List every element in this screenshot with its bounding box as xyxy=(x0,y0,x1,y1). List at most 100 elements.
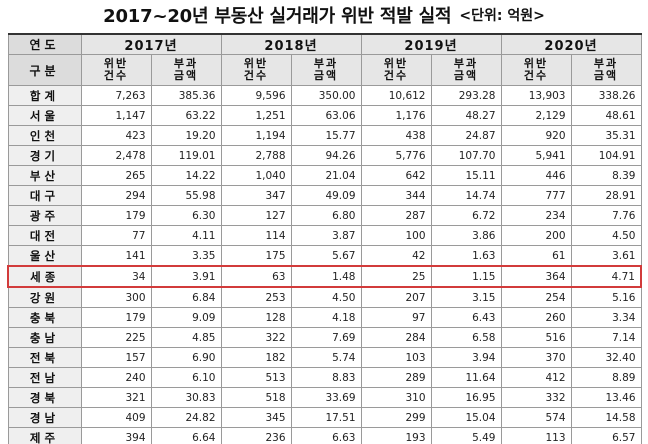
fine-amount-cell: 28.91 xyxy=(570,185,642,206)
fine-amount-cell: 11.64 xyxy=(430,367,502,388)
fine-amount-cell: 6.63 xyxy=(290,427,362,444)
fine-amount-cell: 3.61 xyxy=(570,245,642,267)
violation-count-cell: 446 xyxy=(500,165,572,186)
fine-amount-cell: 24.87 xyxy=(430,125,502,146)
fine-amount-cell: 338.26 xyxy=(570,85,642,106)
page-title: 2017~20년 부동산 실거래가 위반 적발 실적 xyxy=(103,6,452,27)
region-cell: 전남 xyxy=(7,367,82,388)
fine-amount-cell: 6.84 xyxy=(150,286,222,308)
fine-amount-cell: 293.28 xyxy=(430,85,502,106)
violation-count-cell: 412 xyxy=(500,367,572,388)
violation-count-cell: 13,903 xyxy=(500,85,572,106)
violation-count-cell: 777 xyxy=(500,185,572,206)
region-cell: 충남 xyxy=(7,327,82,348)
table-row: 대전 77 4.11 114 3.87 100 3.86 200 4.50 xyxy=(7,225,642,246)
fine-amount-cell: 104.91 xyxy=(570,145,642,166)
violation-count-cell: 207 xyxy=(360,286,432,308)
fine-amount-cell: 14.74 xyxy=(430,185,502,206)
violation-count-cell: 25 xyxy=(360,265,432,288)
table-row: 전남 240 6.10 513 8.83 289 11.64 412 8.89 xyxy=(7,367,642,388)
violation-count-cell: 513 xyxy=(220,367,292,388)
violation-count-cell: 113 xyxy=(500,427,572,444)
violation-count-cell: 284 xyxy=(360,327,432,348)
sub-header-row: 구분 위반 건수 부과 금액 위반 건수 부과 금액 위반 건수 부과 금액 위… xyxy=(7,54,642,86)
fine-amount-cell: 3.87 xyxy=(290,225,362,246)
fine-amount-cell: 7.14 xyxy=(570,327,642,348)
region-cell: 전북 xyxy=(7,347,82,368)
table-row: 제주 394 6.64 236 6.63 193 5.49 113 6.57 xyxy=(7,427,642,444)
fine-amount-cell: 1.63 xyxy=(430,245,502,267)
violation-count-cell: 289 xyxy=(360,367,432,388)
unit-label: <단위: 억원> xyxy=(459,8,545,24)
title-row: 2017~20년 부동산 실거래가 위반 적발 실적 <단위: 억원> xyxy=(0,0,648,30)
fine-amount-cell: 8.39 xyxy=(570,165,642,186)
violation-count-cell: 128 xyxy=(220,307,292,328)
fine-amount-cell: 19.20 xyxy=(150,125,222,146)
fine-amount-cell: 4.85 xyxy=(150,327,222,348)
region-cell: 대전 xyxy=(7,225,82,246)
violation-count-cell: 344 xyxy=(360,185,432,206)
violation-count-cell: 179 xyxy=(80,205,152,226)
table-body: 합계 7,263 385.36 9,596 350.00 10,612 293.28 13,9… xyxy=(7,85,642,444)
violation-count-cell: 193 xyxy=(360,427,432,444)
table-row: 세종 34 3.91 63 1.48 25 1.15 364 4.71 xyxy=(7,265,642,288)
fine-amount-cell: 94.26 xyxy=(290,145,362,166)
fine-amount-cell: 21.04 xyxy=(290,165,362,186)
violation-count-cell: 97 xyxy=(360,307,432,328)
violation-count-cell: 77 xyxy=(80,225,152,246)
fine-amount-cell: 3.35 xyxy=(150,245,222,267)
violation-count-cell: 200 xyxy=(500,225,572,246)
violation-count-cell: 127 xyxy=(220,205,292,226)
fine-amount-cell: 1.15 xyxy=(430,265,502,288)
table-row: 충남 225 4.85 322 7.69 284 6.58 516 7.14 xyxy=(7,327,642,348)
table-row: 경기 2,478 119.01 2,788 94.26 5,776 107.70 5,941 1… xyxy=(7,145,642,166)
fine-amount-cell: 6.64 xyxy=(150,427,222,444)
fine-amount-cell: 4.18 xyxy=(290,307,362,328)
region-cell: 강원 xyxy=(7,286,82,308)
violation-count-cell: 310 xyxy=(360,387,432,408)
violation-count-cell: 5,776 xyxy=(360,145,432,166)
violation-count-cell: 61 xyxy=(500,245,572,267)
violation-table: 연도 2017년 2018년 2019년 2020년 구분 위반 건수 부과 금… xyxy=(7,33,642,444)
violation-count-cell: 179 xyxy=(80,307,152,328)
violation-count-cell: 332 xyxy=(500,387,572,408)
fine-amount-cell: 6.43 xyxy=(430,307,502,328)
region-cell: 충북 xyxy=(7,307,82,328)
violation-count-cell: 370 xyxy=(500,347,572,368)
region-cell: 합계 xyxy=(7,85,82,106)
fine-amount-cell: 4.50 xyxy=(290,286,362,308)
fine-amount-cell: 15.77 xyxy=(290,125,362,146)
violation-count-cell: 423 xyxy=(80,125,152,146)
fine-header: 부과 금액 xyxy=(430,54,502,86)
fine-amount-cell: 8.89 xyxy=(570,367,642,388)
violation-count-cell: 322 xyxy=(220,327,292,348)
violation-count-cell: 2,788 xyxy=(220,145,292,166)
table-row: 강원 300 6.84 253 4.50 207 3.15 254 5.16 xyxy=(7,286,642,308)
fine-amount-cell: 48.61 xyxy=(570,105,642,126)
fine-header: 부과 금액 xyxy=(290,54,362,86)
fine-amount-cell: 5.16 xyxy=(570,286,642,308)
region-cell: 광주 xyxy=(7,205,82,226)
fine-amount-cell: 32.40 xyxy=(570,347,642,368)
fine-amount-cell: 9.09 xyxy=(150,307,222,328)
fine-amount-cell: 7.76 xyxy=(570,205,642,226)
fine-amount-cell: 3.94 xyxy=(430,347,502,368)
fine-amount-cell: 35.31 xyxy=(570,125,642,146)
violation-count-cell: 265 xyxy=(80,165,152,186)
violation-count-cell: 100 xyxy=(360,225,432,246)
year-header-2018: 2018년 xyxy=(220,33,362,55)
count-header: 위반 건수 xyxy=(80,54,152,86)
table-row: 경북 321 30.83 518 33.69 310 16.95 332 13.46 xyxy=(7,387,642,408)
violation-count-cell: 9,596 xyxy=(220,85,292,106)
violation-count-cell: 1,176 xyxy=(360,105,432,126)
violation-count-cell: 394 xyxy=(80,427,152,444)
fine-amount-cell: 3.91 xyxy=(150,265,222,288)
region-cell: 서울 xyxy=(7,105,82,126)
violation-count-cell: 260 xyxy=(500,307,572,328)
table-row: 부산 265 14.22 1,040 21.04 642 15.11 446 8.39 xyxy=(7,165,642,186)
violation-count-cell: 409 xyxy=(80,407,152,428)
violation-count-cell: 516 xyxy=(500,327,572,348)
fine-amount-cell: 6.10 xyxy=(150,367,222,388)
violation-count-cell: 1,194 xyxy=(220,125,292,146)
fine-amount-cell: 7.69 xyxy=(290,327,362,348)
